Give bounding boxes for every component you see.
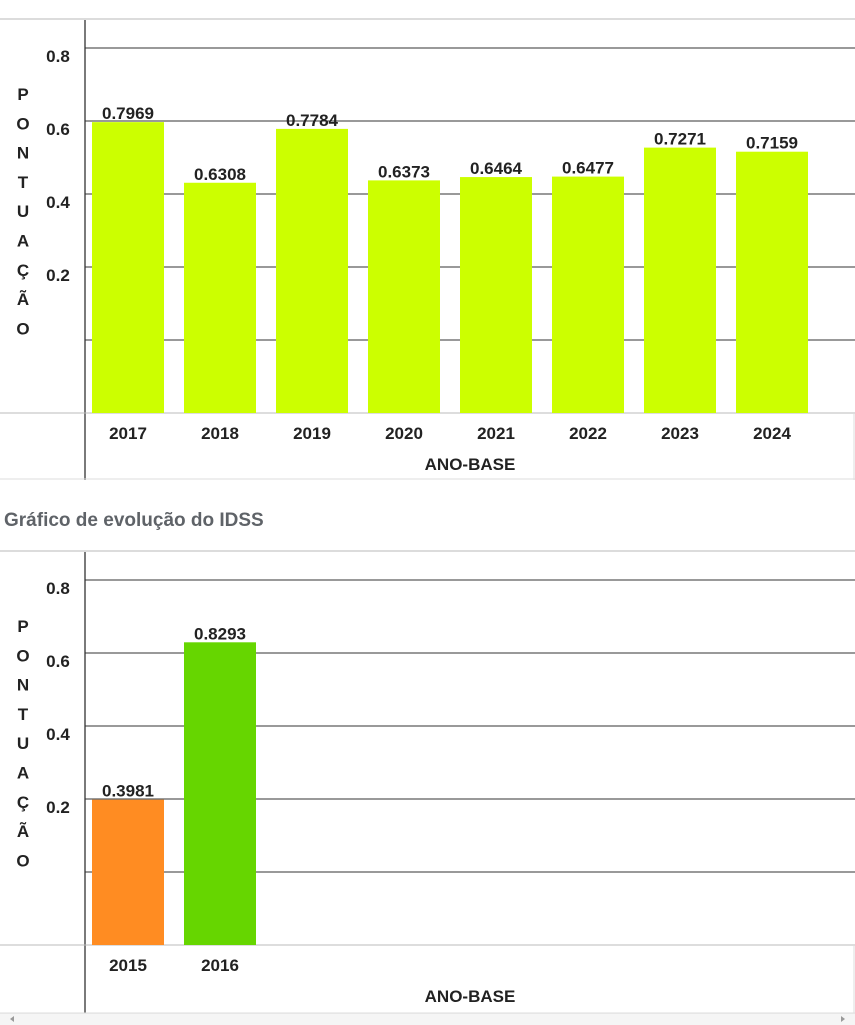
scroll-right-arrow-icon[interactable] [841, 1016, 845, 1022]
bar-2017 [92, 122, 164, 413]
x-tick-label-2022: 2022 [569, 424, 607, 443]
y-tick-label: 0.2 [46, 266, 70, 285]
bar-2024 [736, 151, 808, 413]
y-axis-label-letter: Ç [17, 793, 29, 812]
bar-chart-1: 0.20.40.60.81.0PONTUAÇÃO0.796920170.6308… [0, 20, 855, 480]
y-axis-label-letter: A [17, 764, 29, 783]
x-tick-label-2017: 2017 [109, 424, 147, 443]
data-label-2019: 0.7784 [286, 111, 339, 130]
y-tick-label: 0.4 [46, 725, 70, 744]
y-axis-label-letter: Ã [17, 289, 29, 309]
x-tick-label-2020: 2020 [385, 424, 423, 443]
data-label-2021: 0.6464 [470, 159, 523, 178]
data-label-2017: 0.7969 [102, 104, 154, 123]
y-axis-label-letter: O [16, 319, 29, 338]
y-axis-label-letter: N [17, 676, 29, 695]
bar-2020 [368, 180, 440, 413]
y-axis-label-letter: P [17, 617, 28, 636]
bar-2023 [644, 147, 716, 413]
x-axis-title: ANO-BASE [425, 455, 516, 474]
x-tick-label-2015: 2015 [109, 956, 147, 975]
x-tick-label-2023: 2023 [661, 424, 699, 443]
bar-2018 [184, 182, 256, 413]
y-axis-label-letter: T [18, 705, 29, 724]
y-axis-label-letter: Ç [17, 261, 29, 280]
y-tick-label: 0.2 [46, 798, 70, 817]
chart-panel-1: 0.20.40.60.81.0PONTUAÇÃO0.796920170.6308… [0, 18, 855, 480]
y-axis-label-letter: T [18, 173, 29, 192]
data-label-2016: 0.8293 [194, 624, 246, 643]
y-axis-label-letter: N [17, 144, 29, 163]
horizontal-scrollbar[interactable] [0, 1013, 855, 1025]
data-label-2022: 0.6477 [562, 159, 614, 178]
scroll-left-arrow-icon[interactable] [10, 1016, 14, 1022]
bar-2016 [184, 642, 256, 945]
y-axis-label-letter: U [17, 734, 29, 753]
bar-2022 [552, 176, 624, 413]
x-axis-title: ANO-BASE [425, 987, 516, 1006]
y-axis-label-letter: O [16, 646, 29, 665]
x-tick-label-2021: 2021 [477, 424, 515, 443]
data-label-2024: 0.7159 [746, 134, 798, 153]
y-axis-label-letter: U [17, 202, 29, 221]
x-tick-label-2016: 2016 [201, 956, 239, 975]
x-tick-label-2018: 2018 [201, 424, 239, 443]
data-label-2018: 0.6308 [194, 165, 246, 184]
y-tick-label: 0.8 [46, 579, 70, 598]
x-tick-label-2024: 2024 [753, 424, 791, 443]
bar-2019 [276, 128, 348, 413]
chart-panel-2: 0.20.40.60.81.0PONTUAÇÃO0.398120150.8293… [0, 550, 855, 1014]
x-tick-label-2019: 2019 [293, 424, 331, 443]
section-title: Gráfico de evolução do IDSS [4, 510, 264, 531]
y-axis-label-letter: A [17, 232, 29, 251]
y-axis-label-letter: O [16, 114, 29, 133]
y-tick-label: 0.6 [46, 120, 70, 139]
data-label-2023: 0.7271 [654, 130, 706, 149]
y-axis-label-letter: P [17, 85, 28, 104]
y-tick-label: 0.6 [46, 652, 70, 671]
bar-2021 [460, 177, 532, 413]
y-tick-label: 0.8 [46, 47, 70, 66]
y-axis-label-letter: Ã [17, 821, 29, 841]
data-label-2020: 0.6373 [378, 162, 430, 181]
y-axis-label-letter: O [16, 851, 29, 870]
bar-2015 [92, 799, 164, 945]
y-tick-label: 0.4 [46, 193, 70, 212]
bar-chart-2: 0.20.40.60.81.0PONTUAÇÃO0.398120150.8293… [0, 552, 855, 1014]
data-label-2015: 0.3981 [102, 782, 154, 801]
